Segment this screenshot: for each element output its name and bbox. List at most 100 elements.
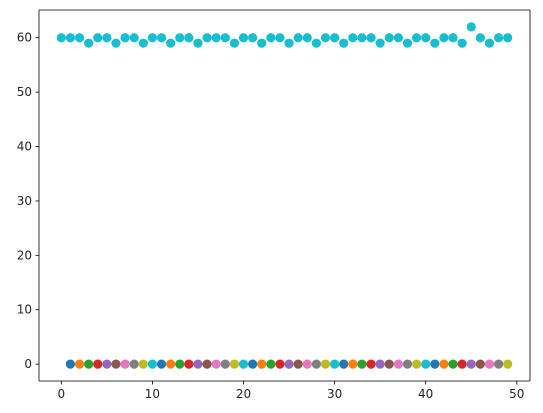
top-series-point xyxy=(175,33,185,43)
bottom-series-point xyxy=(311,359,321,369)
top-series-point xyxy=(484,38,495,48)
top-series-point xyxy=(366,33,376,43)
y-tick-label: 10 xyxy=(17,303,32,317)
top-series-point xyxy=(266,33,276,43)
y-tick-label: 60 xyxy=(17,31,32,45)
bottom-series-point xyxy=(229,359,239,369)
bottom-series-point xyxy=(65,359,76,369)
x-tick-label: 30 xyxy=(327,387,342,401)
top-series-point xyxy=(439,33,449,43)
top-series-point xyxy=(129,33,139,43)
top-series-point xyxy=(193,38,203,48)
top-series-point xyxy=(384,33,394,43)
bottom-series-point xyxy=(120,359,130,369)
top-series-point xyxy=(257,38,267,48)
top-series-point xyxy=(111,38,121,48)
top-series-point xyxy=(411,33,422,43)
x-tick-label: 40 xyxy=(418,387,433,401)
top-series-point xyxy=(393,33,403,43)
bottom-series-point xyxy=(238,359,249,369)
top-series-point xyxy=(284,38,294,48)
bottom-series-point xyxy=(166,359,176,369)
top-series-point xyxy=(93,33,103,43)
bottom-series-point xyxy=(184,359,194,369)
x-tick-label: 20 xyxy=(236,387,251,401)
bottom-series-point xyxy=(284,359,294,369)
x-tick-label: 0 xyxy=(57,387,65,401)
bottom-series-point xyxy=(448,359,458,369)
x-axis-ticks: 0 10 20 30 40 50 xyxy=(57,381,524,401)
top-series-point xyxy=(475,33,485,43)
bottom-series-point xyxy=(84,359,94,369)
bottom-series-point xyxy=(293,359,303,369)
top-series-point xyxy=(302,33,312,43)
top-series-point xyxy=(220,33,230,43)
top-series-point xyxy=(275,33,285,43)
bottom-series-point xyxy=(202,359,212,369)
bottom-series-point xyxy=(302,359,312,369)
bottom-series-point xyxy=(484,359,495,369)
top-series-point xyxy=(421,33,431,43)
bottom-series-point xyxy=(357,359,367,369)
x-tick-label: 50 xyxy=(509,387,524,401)
bottom-series-point xyxy=(430,359,440,369)
bottom-series-point xyxy=(348,359,358,369)
top-series-point xyxy=(493,33,504,43)
bottom-series-point xyxy=(257,359,267,369)
top-series-point xyxy=(402,38,413,48)
top-series-point xyxy=(430,38,440,48)
top-series-point xyxy=(202,33,212,43)
top-series-point xyxy=(339,38,349,48)
top-series-point xyxy=(74,33,85,43)
top-series-point xyxy=(138,38,148,48)
bottom-series-point xyxy=(466,359,476,369)
y-tick-label: 0 xyxy=(24,357,32,371)
bottom-series-point xyxy=(393,359,403,369)
top-series-point xyxy=(330,33,340,43)
bottom-series-point xyxy=(156,359,167,369)
top-series-point xyxy=(503,33,513,43)
top-series-point xyxy=(448,33,458,43)
bottom-series-point xyxy=(211,359,221,369)
top-series-point xyxy=(156,33,167,43)
bottom-series-point xyxy=(366,359,376,369)
bottom-series-point xyxy=(457,359,467,369)
top-series-point xyxy=(147,33,158,43)
bottom-series-point xyxy=(248,359,258,369)
bottom-series-point xyxy=(93,359,103,369)
top-series-point xyxy=(293,33,303,43)
top-series-point xyxy=(120,33,130,43)
top-series-point xyxy=(84,38,94,48)
bottom-series-point xyxy=(111,359,121,369)
top-series-point xyxy=(65,33,76,43)
top-series-point xyxy=(229,38,239,48)
bottom-series-point xyxy=(266,359,276,369)
bottom-series-point xyxy=(375,359,385,369)
bottom-series-point xyxy=(220,359,230,369)
bottom-series-point xyxy=(503,359,513,369)
bottom-series-point xyxy=(102,359,112,369)
bottom-series-point xyxy=(411,359,422,369)
bottom-series-point xyxy=(275,359,285,369)
top-series-point xyxy=(56,33,66,43)
plot-area xyxy=(39,10,530,381)
bottom-series-point xyxy=(320,359,331,369)
top-series-point xyxy=(348,33,358,43)
bottom-series-point xyxy=(339,359,349,369)
bottom-series-point xyxy=(439,359,449,369)
top-series-point xyxy=(311,38,321,48)
y-tick-label: 40 xyxy=(17,140,32,154)
bottom-series-point xyxy=(74,359,85,369)
top-series-point xyxy=(466,22,476,32)
top-series-point xyxy=(320,33,331,43)
plot-background xyxy=(39,10,530,381)
bottom-series-point xyxy=(421,359,431,369)
top-series-point xyxy=(457,38,467,48)
bottom-series-point xyxy=(384,359,394,369)
bottom-series-points xyxy=(65,359,513,369)
axes xyxy=(38,9,531,382)
y-axis-ticks: 0 10 20 30 40 50 60 xyxy=(17,31,39,371)
top-series-point xyxy=(248,33,258,43)
top-series-point xyxy=(375,38,385,48)
